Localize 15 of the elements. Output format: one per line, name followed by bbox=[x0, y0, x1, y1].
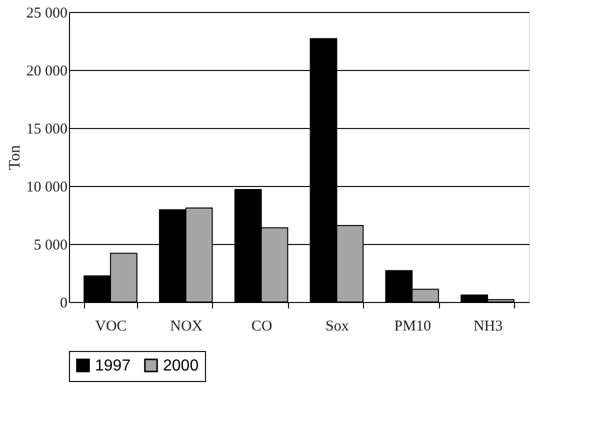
x-tick-label: NOX bbox=[170, 318, 203, 334]
y-tick-label: 20 000 bbox=[26, 64, 68, 80]
y-tick-label: 5 000 bbox=[34, 238, 68, 254]
y-tick-label: 25 000 bbox=[26, 6, 68, 22]
y-tick-label: 15 000 bbox=[26, 122, 68, 138]
x-tick-label: NH3 bbox=[473, 318, 503, 334]
y-tick-label: 0 bbox=[60, 296, 68, 312]
x-tick-label: Sox bbox=[326, 318, 350, 334]
y-tick-label: 10 000 bbox=[26, 180, 68, 196]
legend-label: 1997 bbox=[95, 357, 131, 374]
x-tick-label: CO bbox=[251, 318, 272, 334]
legend-label: 2000 bbox=[163, 357, 199, 374]
x-tick-label: PM10 bbox=[394, 318, 431, 334]
x-tick-label: VOC bbox=[95, 318, 127, 334]
y-axis-title: Ton bbox=[6, 145, 24, 170]
